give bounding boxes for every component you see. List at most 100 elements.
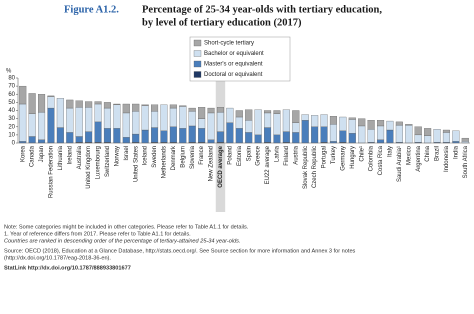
x-tick-label: Brazil xyxy=(435,146,441,161)
bar-segment xyxy=(122,103,130,114)
x-tick-label: Sweden xyxy=(152,146,158,168)
bar-segment xyxy=(19,85,27,105)
y-tick-label: 50 xyxy=(8,100,15,106)
bar-segment xyxy=(358,125,366,144)
note: (http://dx.doi.org/10.1787/eag-2018-36-e… xyxy=(4,255,111,261)
legend-label: Doctoral or equivalent xyxy=(204,72,263,78)
bar-segment xyxy=(254,134,262,144)
bar-segment xyxy=(179,128,187,144)
bar-segment xyxy=(264,110,272,114)
bar-segment xyxy=(198,118,206,129)
bar-segment xyxy=(28,136,36,144)
legend-box xyxy=(189,36,291,82)
bar-segment xyxy=(151,104,159,112)
bar-segment xyxy=(311,115,319,127)
bar-segment xyxy=(433,129,441,143)
x-tick-label: Lithuania xyxy=(58,145,64,170)
bar-segment xyxy=(367,129,375,143)
x-tick-label: Israel xyxy=(124,146,130,161)
bar-segment xyxy=(386,129,394,144)
bar-segment xyxy=(66,132,74,144)
x-tick-label: Hungary xyxy=(350,146,356,169)
bar-segment xyxy=(301,120,309,144)
bar-segment xyxy=(273,110,281,114)
bar-segment xyxy=(19,103,27,142)
bar-segment xyxy=(47,107,55,144)
chart-title: Percentage of 25-34 year-olds with terti… xyxy=(142,4,382,15)
bar-segment xyxy=(122,112,130,138)
note: 1. Year of reference differs from 2017. … xyxy=(4,231,191,237)
y-unit: % xyxy=(6,69,12,75)
bar-segment xyxy=(198,107,206,119)
x-tick-label: Japan xyxy=(39,146,45,162)
bar-segment xyxy=(216,111,224,132)
x-tick-label: Netherlands xyxy=(162,146,168,178)
bar-segment xyxy=(245,132,253,144)
x-tick-label: Portugal xyxy=(322,146,328,168)
y-tick-label: 80 xyxy=(8,76,15,82)
bar-segment xyxy=(216,107,224,113)
bar-segment xyxy=(311,126,319,144)
bar-segment xyxy=(273,134,281,144)
x-tick-label: OECD average xyxy=(218,145,224,187)
bar-segment xyxy=(264,127,272,143)
x-tick-label: Czech Republic xyxy=(312,146,318,188)
bar-segment xyxy=(358,118,366,127)
bar-segment xyxy=(264,112,272,128)
bar-segment xyxy=(339,130,347,143)
x-tick-label: Poland xyxy=(227,146,233,165)
y-tick-label: 20 xyxy=(8,124,15,130)
bar-segment xyxy=(113,103,121,105)
bar-segment xyxy=(198,128,206,143)
bar-segment xyxy=(188,111,196,127)
x-tick-label: Greece xyxy=(256,145,262,165)
x-tick-label: Austria xyxy=(293,145,299,164)
legend-label: Short-cycle tertiary xyxy=(204,41,254,47)
bar-segment xyxy=(103,107,111,129)
x-tick-label: Slovak Republic xyxy=(303,146,309,189)
bar-segment xyxy=(245,109,253,121)
bar-segment xyxy=(329,124,337,142)
bar-segment xyxy=(226,122,234,144)
x-tick-label: China xyxy=(425,145,431,161)
bar-segment xyxy=(75,100,83,108)
bar-segment xyxy=(329,116,337,125)
bar-segment xyxy=(273,113,281,136)
x-tick-label: Argentina xyxy=(416,145,422,171)
bar-segment xyxy=(151,111,159,128)
bar-segment xyxy=(395,121,403,126)
x-tick-label: Turkey xyxy=(331,146,337,164)
x-tick-label: Luxembourg xyxy=(96,146,102,179)
bar-segment xyxy=(414,126,422,136)
bar-segment xyxy=(94,121,102,143)
bar-segment xyxy=(103,128,111,143)
bar-segment xyxy=(367,120,375,130)
x-tick-label: Costa Rica xyxy=(378,145,384,175)
x-tick-label: Saudi Arabia¹ xyxy=(397,146,403,182)
x-tick-label: New Zealand xyxy=(209,146,215,181)
bar-segment xyxy=(179,105,187,107)
bar-segment xyxy=(85,107,93,132)
x-tick-label: Slovenia xyxy=(190,145,196,169)
bar-segment xyxy=(235,128,243,144)
x-tick-label: Colombia xyxy=(369,145,375,171)
bar-segment xyxy=(424,135,432,144)
bar-segment xyxy=(28,93,36,114)
x-tick-label: Denmark xyxy=(171,145,177,170)
bar-segment xyxy=(113,128,121,144)
x-tick-label: Belgium xyxy=(180,146,186,168)
bar-segment xyxy=(405,124,413,126)
legend-swatch xyxy=(193,71,202,78)
bar-segment xyxy=(442,129,450,133)
bar-segment xyxy=(377,125,385,140)
chart-title: by level of tertiary education (2017) xyxy=(142,17,302,28)
bar-segment xyxy=(207,112,215,140)
bar-segment xyxy=(94,101,102,105)
x-tick-label: Korea xyxy=(20,145,26,162)
bar-segment xyxy=(151,127,159,143)
note: Note: Some categories might be included … xyxy=(4,224,249,230)
y-tick-label: 0 xyxy=(12,141,16,147)
x-tick-label: South Africa xyxy=(463,145,469,178)
bar-segment xyxy=(85,101,93,108)
